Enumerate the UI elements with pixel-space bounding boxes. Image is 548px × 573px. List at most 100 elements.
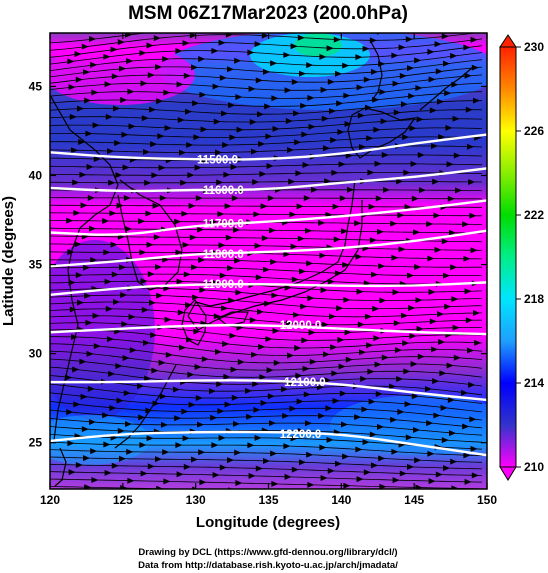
wind-arrow [233, 420, 240, 427]
wind-arrow [155, 63, 162, 70]
wind-arrow [105, 305, 113, 312]
wind-arrow [393, 320, 401, 327]
wind-arrow [66, 217, 74, 224]
wind-arrow [355, 446, 363, 453]
streamline [50, 109, 483, 123]
wind-arrow [157, 133, 165, 140]
wind-arrow [411, 393, 419, 400]
wind-arrow [434, 246, 442, 253]
streamline [50, 118, 483, 131]
wind-arrow [452, 324, 460, 331]
streamline [50, 329, 483, 349]
wind-arrow [319, 444, 327, 451]
wind-arrow [343, 92, 351, 99]
wind-arrow [354, 414, 362, 421]
wind-arrow [104, 278, 112, 285]
wind-arrow [110, 46, 118, 53]
wind-arrow [361, 406, 369, 413]
wind-arrow [108, 179, 116, 186]
wind-arrow [438, 133, 446, 140]
wind-arrow [147, 463, 155, 470]
wind-arrow [345, 152, 353, 159]
wind-arrow [446, 362, 454, 369]
wind-arrow [102, 412, 110, 419]
wind-arrow [443, 60, 450, 67]
wind-arrow [432, 378, 440, 385]
wind-arrow [321, 321, 329, 328]
wind-arrow [73, 401, 81, 408]
wind-arrow [224, 203, 232, 210]
wind-arrow [306, 260, 314, 267]
wind-arrow [450, 264, 458, 271]
height-contour-line [50, 167, 487, 193]
wind-arrow [392, 80, 400, 87]
wind-arrow [115, 362, 123, 369]
wind-arrow [215, 149, 222, 156]
wind-arrow [427, 450, 435, 457]
wind-arrow [397, 408, 405, 415]
wind-arrow [174, 415, 182, 422]
wind-arrow [174, 218, 182, 225]
wind-arrow [404, 401, 412, 408]
wind-arrow [259, 374, 267, 381]
wind-arrow [374, 361, 382, 368]
height-contour-line [50, 281, 487, 297]
wind-arrow [359, 143, 366, 150]
wind-arrow [464, 72, 472, 79]
wind-arrow [270, 450, 278, 457]
wind-arrow [341, 228, 348, 235]
wind-arrow [260, 400, 268, 407]
streamline [50, 418, 483, 436]
streamline [50, 52, 483, 71]
wind-arrow [228, 102, 236, 109]
wind-arrow [119, 455, 126, 462]
wind-arrow [247, 442, 255, 449]
wind-arrow [289, 405, 297, 412]
wind-arrow [191, 456, 198, 463]
colorbar-tick-label: 210 [524, 460, 544, 474]
wind-arrow [290, 43, 298, 50]
wind-arrow [434, 41, 442, 48]
wind-arrow [469, 416, 477, 423]
x-tick-label: 145 [404, 493, 424, 507]
wind-arrow [231, 195, 239, 202]
wind-arrow [115, 172, 123, 179]
wind-arrow [128, 123, 136, 130]
wind-arrow [72, 179, 80, 186]
wind-arrow [137, 383, 144, 390]
wind-arrow [380, 118, 388, 125]
wind-arrow [392, 477, 400, 484]
colorbar-tick-label: 226 [524, 124, 544, 138]
wind-arrow [305, 420, 312, 427]
wind-arrow [327, 467, 335, 474]
streamline [50, 434, 483, 450]
y-tick-label: 40 [29, 169, 43, 183]
wind-arrow [433, 412, 441, 419]
wind-arrow [236, 126, 244, 133]
wind-arrow [156, 485, 164, 489]
wind-arrow [151, 172, 159, 179]
wind-arrow [321, 115, 329, 122]
wind-arrow [67, 440, 75, 447]
wind-arrow [296, 398, 304, 405]
wind-arrow [432, 178, 440, 185]
wind-arrow [260, 203, 268, 210]
wind-arrow [215, 348, 222, 355]
wind-arrow [381, 151, 389, 158]
wind-arrow [435, 68, 443, 75]
wind-arrow [427, 255, 435, 262]
streamline [50, 301, 483, 318]
wind-arrow [468, 381, 476, 388]
wind-arrow [181, 210, 189, 217]
wind-arrow [284, 284, 292, 291]
wind-arrow [306, 451, 314, 458]
wind-arrow [74, 241, 82, 248]
streamline [50, 401, 483, 421]
wind-arrow [393, 109, 401, 116]
wind-arrow [296, 203, 304, 210]
wind-arrow [435, 471, 443, 478]
streamline [50, 471, 483, 483]
wind-arrow [441, 33, 449, 40]
wind-arrow [186, 141, 194, 148]
wind-arrow [128, 313, 136, 320]
